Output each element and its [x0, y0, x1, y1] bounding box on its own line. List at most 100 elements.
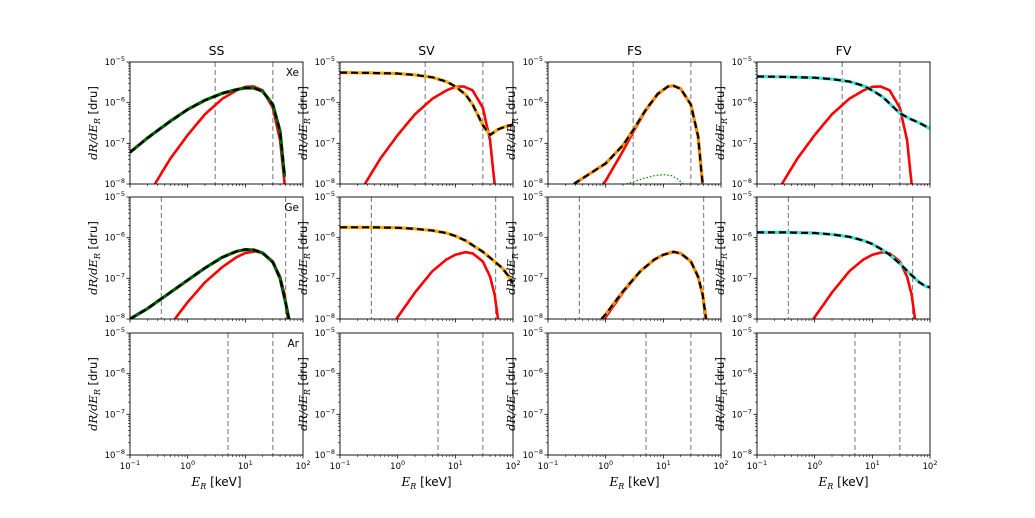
model-curve-dashed — [757, 75, 930, 130]
y-tick-label: 10−7 — [523, 136, 543, 149]
y-tick-label: 10−8 — [315, 448, 335, 461]
y-tick-label: 10−6 — [732, 231, 752, 244]
y-axis-label: dR/dER [dru] — [296, 357, 312, 431]
y-tick-label: 10−8 — [315, 312, 335, 325]
y-tick-label: 10−5 — [105, 55, 125, 68]
column-title-sv: SV — [418, 43, 435, 58]
y-tick-label: 10−7 — [732, 136, 752, 149]
y-tick-label: 10−6 — [523, 231, 543, 244]
x-axis-label: ER [keV] — [817, 475, 868, 491]
y-tick-label: 10−5 — [732, 55, 752, 68]
y-axis-label: dR/dER [dru] — [713, 221, 729, 295]
reference-curve — [812, 250, 917, 319]
column-title-fv: FV — [836, 43, 852, 58]
y-tick-label: 10−5 — [523, 190, 543, 203]
panel-ar-fv: 10−8 10−7 10−6 10−5 10−1 100 101 102 ER [keV] dR/… — [713, 326, 937, 491]
x-tick-label: 101 — [238, 459, 253, 472]
x-tick-label: 102 — [296, 459, 311, 472]
model-curve-dashed — [130, 86, 286, 177]
panel-ge-fs: 10−8 10−7 10−6 10−5 dR/dER [dru] — [504, 190, 722, 325]
model-curve-color — [130, 86, 287, 177]
y-axis-label: dR/dER [dru] — [296, 86, 312, 160]
axes-frame — [756, 61, 931, 185]
column-title-fs: FS — [627, 43, 642, 58]
target-label-xe: Xe — [286, 67, 299, 79]
reference-curve — [153, 85, 286, 184]
panel-ge-fv: 10−8 10−7 10−6 10−5 dR/dER [dru] — [713, 190, 931, 325]
axes-frame — [547, 332, 722, 456]
y-tick-label: 10−5 — [315, 326, 335, 339]
y-axis-label: dR/dER [dru] — [504, 86, 520, 160]
model-curve-dashed — [573, 84, 704, 184]
y-tick-label: 10−8 — [315, 177, 335, 190]
y-tick-label: 10−6 — [523, 367, 543, 380]
reference-curve — [780, 85, 913, 184]
axes-frame — [756, 332, 931, 456]
x-tick-label: 100 — [807, 459, 822, 472]
y-tick-label: 10−5 — [105, 326, 125, 339]
reference-curve — [363, 85, 496, 184]
y-tick-label: 10−7 — [315, 407, 335, 420]
y-tick-label: 10−5 — [315, 55, 335, 68]
y-tick-label: 10−8 — [105, 448, 125, 461]
model-curve-color — [600, 250, 708, 319]
y-tick-label: 10−8 — [105, 312, 125, 325]
x-tick-label: 101 — [656, 459, 671, 472]
y-tick-label: 10−7 — [105, 407, 125, 420]
y-tick-label: 10−6 — [315, 367, 335, 380]
x-axis-label: ER [keV] — [190, 475, 241, 491]
y-tick-label: 10−7 — [105, 136, 125, 149]
interference-curve — [626, 173, 684, 184]
y-tick-label: 10−6 — [732, 367, 752, 380]
axes-frame — [339, 332, 514, 456]
panel-ge-sv: 10−8 10−7 10−6 10−5 dR/dER [dru] — [296, 190, 514, 325]
model-curve-color — [340, 225, 513, 285]
y-tick-label: 10−7 — [315, 136, 335, 149]
panel-ge-ss: 10−8 10−7 10−6 10−5 dR/dER [dru] Ge — [86, 190, 304, 325]
model-curve-color — [130, 248, 291, 319]
y-tick-label: 10−6 — [315, 96, 335, 109]
y-axis-label: dR/dER [dru] — [713, 357, 729, 431]
axes-frame — [339, 196, 514, 320]
x-axis-label: ER [keV] — [400, 475, 451, 491]
y-tick-label: 10−7 — [523, 271, 543, 284]
y-tick-label: 10−5 — [732, 326, 752, 339]
model-curve-dashed — [130, 248, 290, 319]
axes-frame — [129, 332, 304, 456]
x-axis-label: ER [keV] — [608, 475, 659, 491]
y-tick-label: 10−5 — [105, 190, 125, 203]
y-axis-label: dR/dER [dru] — [296, 221, 312, 295]
y-tick-label: 10−6 — [732, 96, 752, 109]
x-tick-label: 102 — [714, 459, 729, 472]
panel-xe-fv: 10−8 10−7 10−6 10−5 dR/dER [dru] — [713, 55, 931, 190]
model-curve-color — [572, 84, 705, 184]
model-curve-dashed — [757, 231, 930, 289]
y-tick-label: 10−8 — [523, 312, 543, 325]
y-axis-label: dR/dER [dru] — [86, 86, 102, 160]
y-axis-label: dR/dER [dru] — [713, 86, 729, 160]
y-tick-label: 10−6 — [105, 367, 125, 380]
x-tick-label: 102 — [923, 459, 938, 472]
y-axis-label: dR/dER [dru] — [86, 221, 102, 295]
x-tick-label: 101 — [448, 459, 463, 472]
axes-frame — [129, 196, 304, 320]
y-tick-label: 10−5 — [523, 326, 543, 339]
axes-frame — [547, 61, 722, 185]
x-tick-label: 101 — [865, 459, 880, 472]
y-tick-label: 10−5 — [732, 190, 752, 203]
y-tick-label: 10−8 — [105, 177, 125, 190]
panel-xe-sv: 10−8 10−7 10−6 10−5 dR/dER [dru] — [296, 55, 514, 190]
panel-ar-ss: 10−8 10−7 10−6 10−5 10−1 100 101 102 ER [keV] dR/… — [86, 326, 310, 491]
y-tick-label: 10−7 — [105, 271, 125, 284]
x-tick-label: 10−1 — [330, 459, 350, 472]
target-label-ar: Ar — [288, 338, 300, 350]
y-tick-label: 10−8 — [732, 312, 752, 325]
axes-frame — [756, 196, 931, 320]
x-tick-label: 100 — [598, 459, 613, 472]
y-tick-label: 10−6 — [105, 96, 125, 109]
y-tick-label: 10−8 — [523, 177, 543, 190]
y-tick-label: 10−5 — [523, 55, 543, 68]
panel-xe-fs: 10−8 10−7 10−6 10−5 dR/dER [dru] — [504, 55, 722, 190]
y-tick-label: 10−8 — [732, 177, 752, 190]
